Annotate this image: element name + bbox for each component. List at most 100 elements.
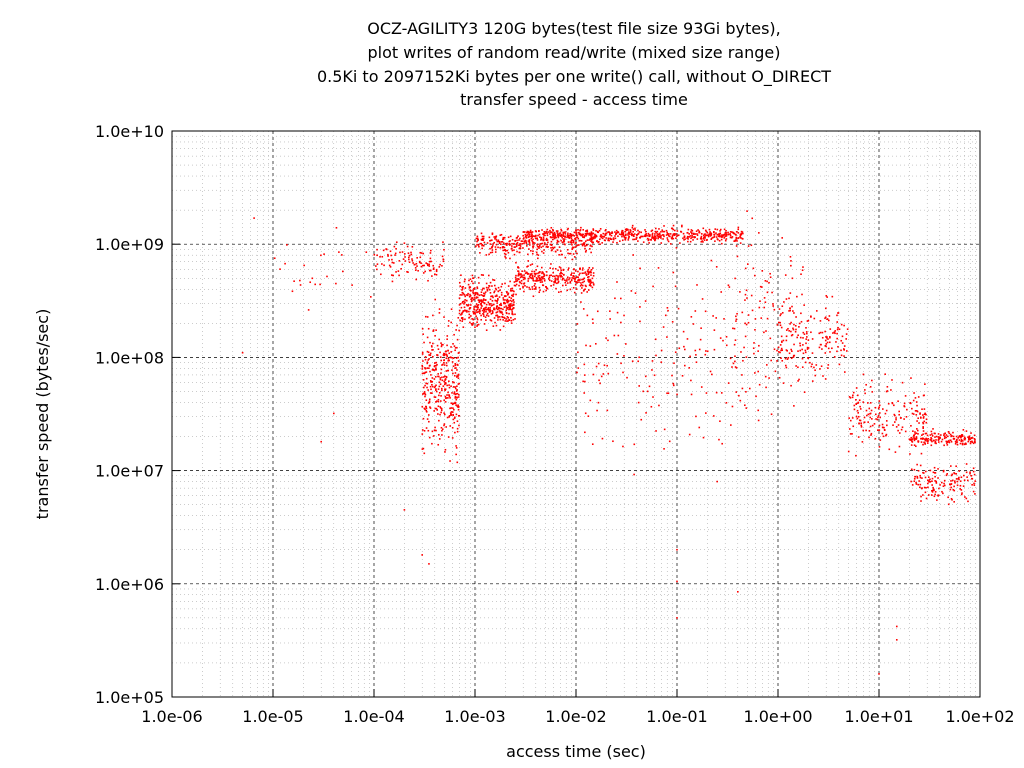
data-point <box>421 364 423 367</box>
data-point <box>468 279 470 282</box>
data-point <box>427 279 429 282</box>
data-point <box>715 232 717 234</box>
data-point <box>551 231 553 233</box>
data-point <box>481 244 483 247</box>
data-point <box>443 361 445 364</box>
data-point <box>425 410 428 413</box>
data-point <box>769 272 771 275</box>
data-point <box>465 309 467 312</box>
data-point <box>434 407 437 410</box>
data-point <box>676 548 678 551</box>
data-point <box>421 448 424 450</box>
data-point <box>484 316 487 318</box>
data-point <box>843 324 845 327</box>
data-point <box>506 290 508 293</box>
data-point <box>420 262 422 265</box>
data-point <box>752 347 755 350</box>
data-point <box>335 282 337 285</box>
data-point <box>855 415 858 418</box>
data-point <box>489 247 491 250</box>
data-point <box>791 350 793 353</box>
data-point <box>895 639 898 641</box>
data-point <box>552 284 555 286</box>
data-point <box>718 438 720 441</box>
data-point <box>558 232 560 235</box>
data-point <box>461 288 464 290</box>
data-point <box>437 434 440 436</box>
data-point <box>529 233 531 236</box>
data-point <box>469 293 471 296</box>
data-point <box>881 408 884 410</box>
data-point <box>553 281 555 283</box>
data-point <box>532 242 535 244</box>
data-point <box>622 232 625 234</box>
data-point <box>639 267 641 270</box>
data-point <box>424 395 426 398</box>
data-point <box>825 336 827 338</box>
data-point <box>432 368 434 371</box>
data-point <box>729 231 732 233</box>
data-point <box>843 349 845 351</box>
data-point <box>824 352 827 354</box>
data-point <box>425 371 428 373</box>
data-point <box>542 284 545 287</box>
data-point <box>800 320 803 323</box>
data-point <box>595 365 598 368</box>
data-point <box>723 228 726 231</box>
data-point <box>916 410 918 412</box>
data-point <box>744 293 747 296</box>
data-point <box>561 284 564 287</box>
data-point <box>618 233 621 235</box>
data-point <box>478 309 481 312</box>
data-point <box>596 409 598 412</box>
data-point <box>557 276 559 278</box>
data-point <box>556 230 559 232</box>
data-point <box>477 306 479 309</box>
data-point <box>785 335 788 338</box>
data-point <box>453 381 455 384</box>
data-point <box>730 236 733 239</box>
data-point <box>404 256 406 258</box>
data-point <box>905 416 908 418</box>
data-point <box>449 412 452 414</box>
data-point <box>895 625 898 628</box>
data-point <box>464 295 467 298</box>
data-point <box>922 427 924 430</box>
data-point <box>594 236 597 238</box>
data-point <box>559 275 562 278</box>
data-point <box>507 293 509 296</box>
data-point <box>454 367 456 369</box>
data-point <box>373 253 376 256</box>
data-point <box>787 356 790 359</box>
data-point <box>499 318 502 321</box>
data-point <box>512 318 515 321</box>
data-point <box>579 267 581 270</box>
data-point <box>435 388 437 390</box>
data-point <box>519 242 521 245</box>
data-point <box>586 231 589 233</box>
data-point <box>524 239 527 242</box>
data-point <box>691 232 693 235</box>
data-point <box>480 302 483 305</box>
data-point <box>444 383 446 386</box>
data-point <box>422 392 425 395</box>
data-point <box>588 275 590 278</box>
data-point <box>654 233 656 235</box>
data-point <box>429 406 431 408</box>
data-point <box>960 436 962 439</box>
data-point <box>913 438 916 440</box>
data-point <box>633 238 636 241</box>
data-point <box>509 299 512 302</box>
data-point <box>538 274 541 277</box>
data-point <box>702 241 704 243</box>
data-point <box>782 339 785 342</box>
data-point <box>474 311 476 314</box>
data-point <box>591 277 594 280</box>
data-point <box>681 224 683 227</box>
data-point <box>652 285 654 288</box>
data-point <box>476 292 479 294</box>
data-point <box>425 427 428 429</box>
data-point <box>528 239 531 241</box>
data-point <box>883 428 886 431</box>
